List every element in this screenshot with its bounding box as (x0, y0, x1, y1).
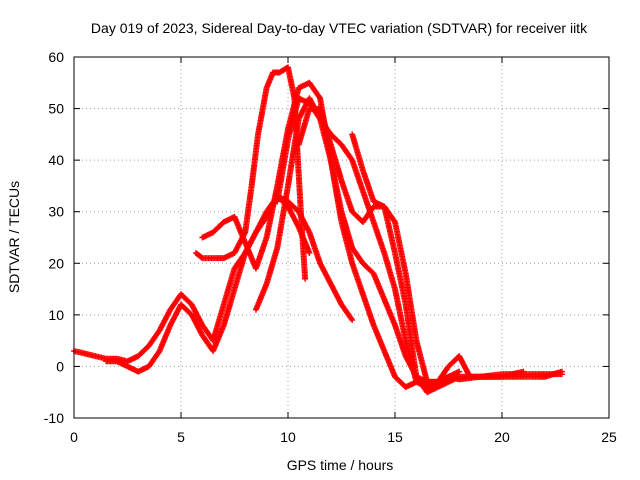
data-points (71, 64, 565, 396)
y-tick-label: 10 (48, 307, 64, 323)
y-tick-label: 40 (48, 152, 64, 168)
series-track-1 (71, 193, 313, 365)
y-tick-label: 60 (48, 49, 64, 65)
y-tick-label: 0 (56, 358, 64, 374)
y-tick-labels: -10 0 10 20 30 40 50 60 (44, 49, 64, 426)
data-point (306, 249, 313, 256)
x-tick-label: 15 (387, 429, 403, 445)
x-tick-label: 20 (494, 429, 510, 445)
series-track-7 (295, 105, 565, 396)
data-point (316, 93, 323, 100)
data-point (348, 315, 355, 322)
axis-ticks (73, 56, 610, 419)
data-point (349, 317, 356, 324)
x-tick-labels: 0 5 10 15 20 25 (70, 429, 617, 445)
data-point (456, 368, 463, 375)
data-point (558, 368, 565, 375)
data-point (391, 217, 398, 224)
x-tick-label: 5 (177, 429, 185, 445)
plot-frame (73, 56, 610, 419)
y-axis-label: SDTVAR / TECUs (6, 181, 22, 293)
chart-title: Day 019 of 2023, Sidereal Day-to-day VTE… (91, 20, 588, 36)
x-tick-label: 0 (70, 429, 78, 445)
series-track-8 (349, 131, 565, 385)
y-tick-label: 50 (48, 101, 64, 117)
x-tick-label: 25 (601, 429, 617, 445)
grid-lines (74, 57, 609, 418)
x-axis-label: GPS time / hours (287, 457, 394, 473)
series-track-2 (103, 193, 356, 375)
x-tick-label: 10 (280, 429, 296, 445)
y-tick-label: 20 (48, 255, 64, 271)
data-point (302, 275, 309, 282)
y-tick-label: -10 (44, 410, 64, 426)
y-tick-label: 30 (48, 204, 64, 220)
